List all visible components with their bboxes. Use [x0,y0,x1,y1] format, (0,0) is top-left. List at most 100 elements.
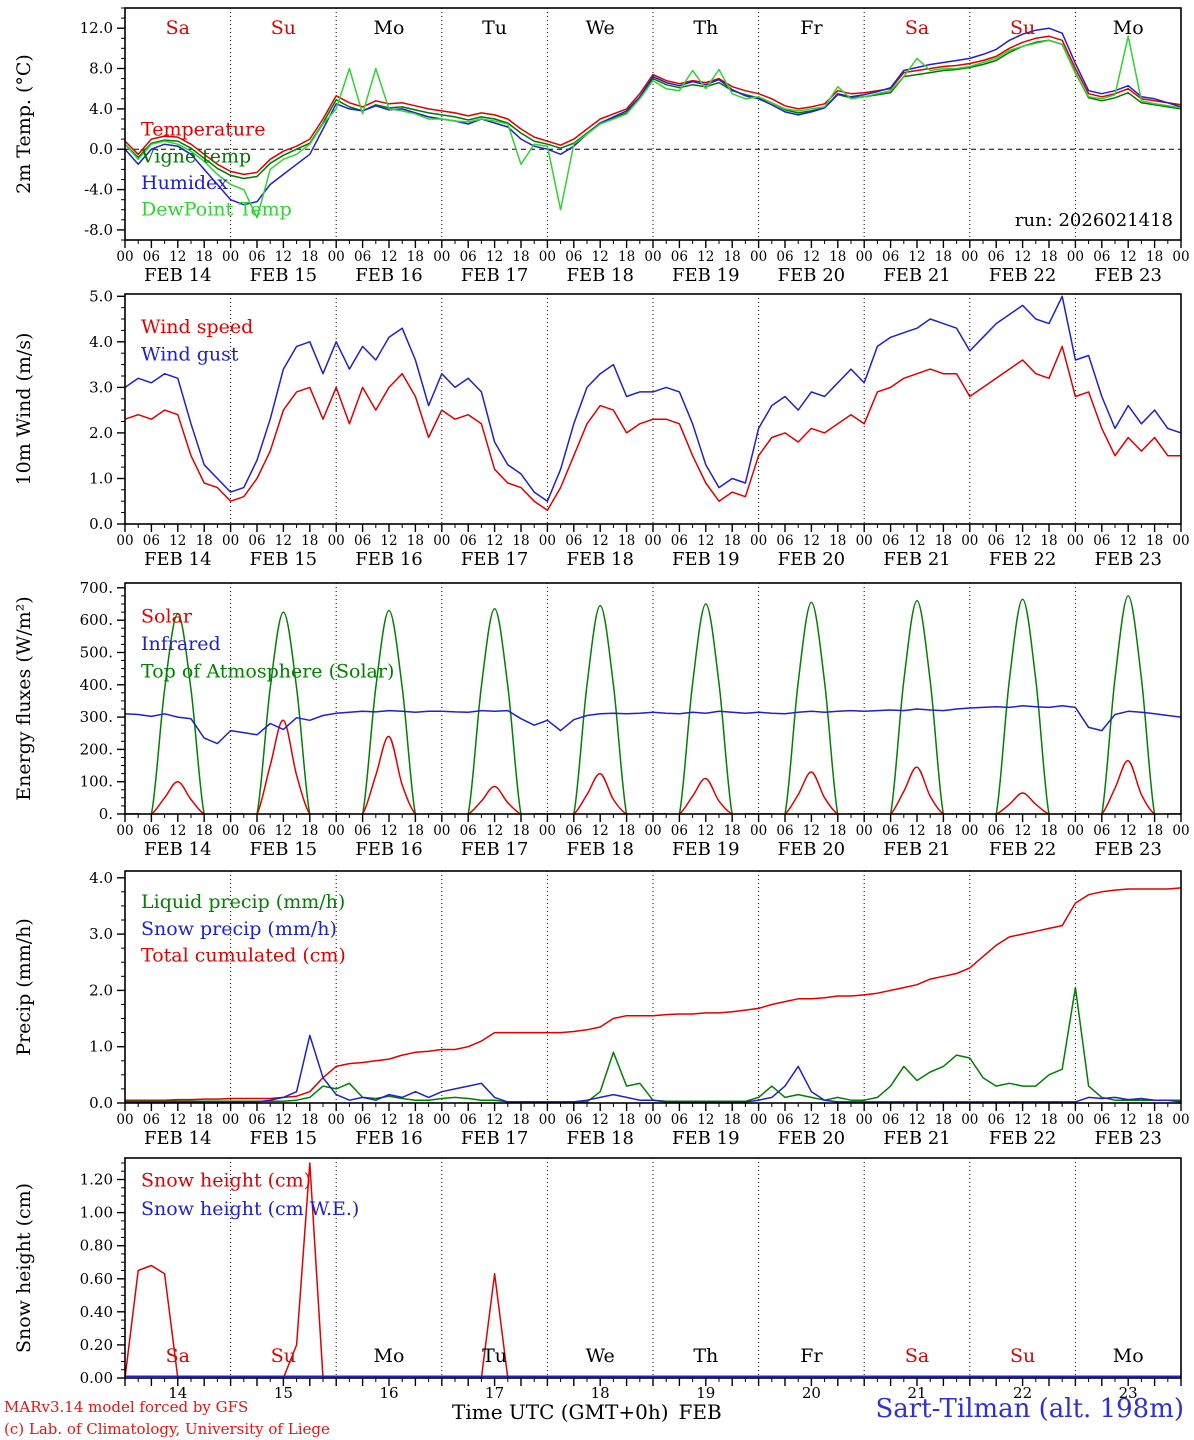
series-humidex [125,27,1181,206]
date-label: FEB 18 [566,839,633,860]
hour-label: 00 [1067,249,1084,265]
hour-label: 18 [1146,1112,1163,1128]
hour-label: 12 [1120,1112,1137,1128]
hour-label: 06 [671,533,688,549]
month-label: FEB [678,1400,722,1424]
weekday-label: Sa [905,1345,929,1367]
weekday-label: Mo [374,17,405,39]
hour-label: 00 [433,249,450,265]
hour-label: 06 [776,533,793,549]
hour-label: 00 [116,823,133,839]
y-tick-label: 4.0 [89,333,113,351]
hour-label: 00 [750,1112,767,1128]
hour-label: 06 [882,533,899,549]
hour-label: 00 [856,823,873,839]
hour-label: 06 [988,1112,1005,1128]
date-label: FEB 19 [672,549,739,570]
hour-label: 18 [512,249,529,265]
hour-label: 06 [460,1112,477,1128]
date-label: FEB 23 [1094,1128,1161,1149]
y-tick-label: 2.0 [89,981,113,999]
hour-label: 06 [776,823,793,839]
hour-label: 00 [222,823,239,839]
hour-label: 06 [565,533,582,549]
hour-label: 12 [380,249,397,265]
hour-label: 18 [196,823,213,839]
hour-label: 18 [618,823,635,839]
y-axis: -8.0 -4.0 0.0 4.0 8.0 12.0 [80,7,125,241]
hour-label: 00 [539,1112,556,1128]
hour-label: 00 [856,249,873,265]
date-label: FEB 17 [461,1128,528,1149]
hour-label: 06 [354,533,371,549]
hour-label: 18 [407,249,424,265]
date-label: FEB 14 [144,839,211,860]
hour-label: 12 [380,533,397,549]
y-tick-label: 0.60 [80,1270,113,1288]
date-label: FEB 18 [566,549,633,570]
hour-label: 12 [1014,1112,1031,1128]
model-credit-line1: MARv3.14 model forced by GFS [4,1398,249,1416]
hour-label: 12 [1014,533,1031,549]
day-gridlines [230,294,1076,524]
hour-label: 18 [196,533,213,549]
hour-label: 18 [935,533,952,549]
hour-label: 12 [275,1112,292,1128]
weekday-label: Su [271,1345,296,1367]
y-axis-title: 2m Temp. (°C) [13,54,35,194]
y-tick-label: 0.0 [89,515,113,533]
day-number-label: 19 [696,1384,715,1402]
hour-label: 18 [512,533,529,549]
panel-0: -8.0-4.00.04.08.012.000 06 12 18 00 06 12 18 00 0… [13,7,1190,286]
hour-label: 12 [169,823,186,839]
hour-label: 18 [935,249,952,265]
date-label: FEB 19 [672,265,739,286]
legend-label: Temperature [141,119,265,141]
hour-label: 12 [697,533,714,549]
y-tick-label: 0.20 [80,1336,113,1354]
series-group [125,887,1181,1103]
hour-label: 18 [829,823,846,839]
hour-label: 18 [618,1112,635,1128]
hour-label: 12 [592,1112,609,1128]
hour-label: 06 [460,823,477,839]
day-number-label: 22 [1013,1384,1032,1402]
weekday-label: Su [1010,1345,1035,1367]
hour-label: 00 [539,533,556,549]
hour-label: 18 [301,823,318,839]
hour-label: 00 [222,533,239,549]
y-axis-title: 10m Wind (m/s) [13,333,35,486]
hour-label: 06 [776,1112,793,1128]
hour-label: 18 [301,533,318,549]
date-label: FEB 21 [883,265,950,286]
hour-label: 18 [1146,533,1163,549]
panel-1: 0.0 1.0 2.0 3.0 4.0 5.0 00 06 12 18 00 06 12 18 00 06 12… [13,287,1190,570]
series-group [125,1162,1181,1378]
hour-label: 06 [143,823,160,839]
y-tick-label: 4.0 [89,100,113,118]
weekday-label: Tu [482,17,507,39]
hour-label: 06 [143,1112,160,1128]
hour-label: 18 [407,1112,424,1128]
hour-label: 06 [354,1112,371,1128]
hour-label: 06 [1093,823,1110,839]
y-tick-label: 2.0 [89,424,113,442]
date-label: FEB 15 [250,549,317,570]
date-label: FEB 20 [778,549,845,570]
legend-label: Total cumulated (cm) [141,945,346,967]
hour-label: 00 [1172,823,1189,839]
date-label: FEB 15 [250,1128,317,1149]
hour-label: 06 [354,249,371,265]
hour-label: 12 [169,533,186,549]
hour-label: 12 [169,1112,186,1128]
y-tick-label: 400. [80,676,113,694]
legend-label: Wind gust [141,344,239,366]
hour-label: 12 [380,823,397,839]
hour-label: 06 [143,533,160,549]
x-axis: 00 06 12 18 00 06 12 18 00 06 12 18 00 06 12 18 00 06 12 18… [116,524,1190,570]
hour-label: 12 [592,249,609,265]
day-number-label: 16 [379,1384,398,1402]
hour-label: 12 [486,823,503,839]
